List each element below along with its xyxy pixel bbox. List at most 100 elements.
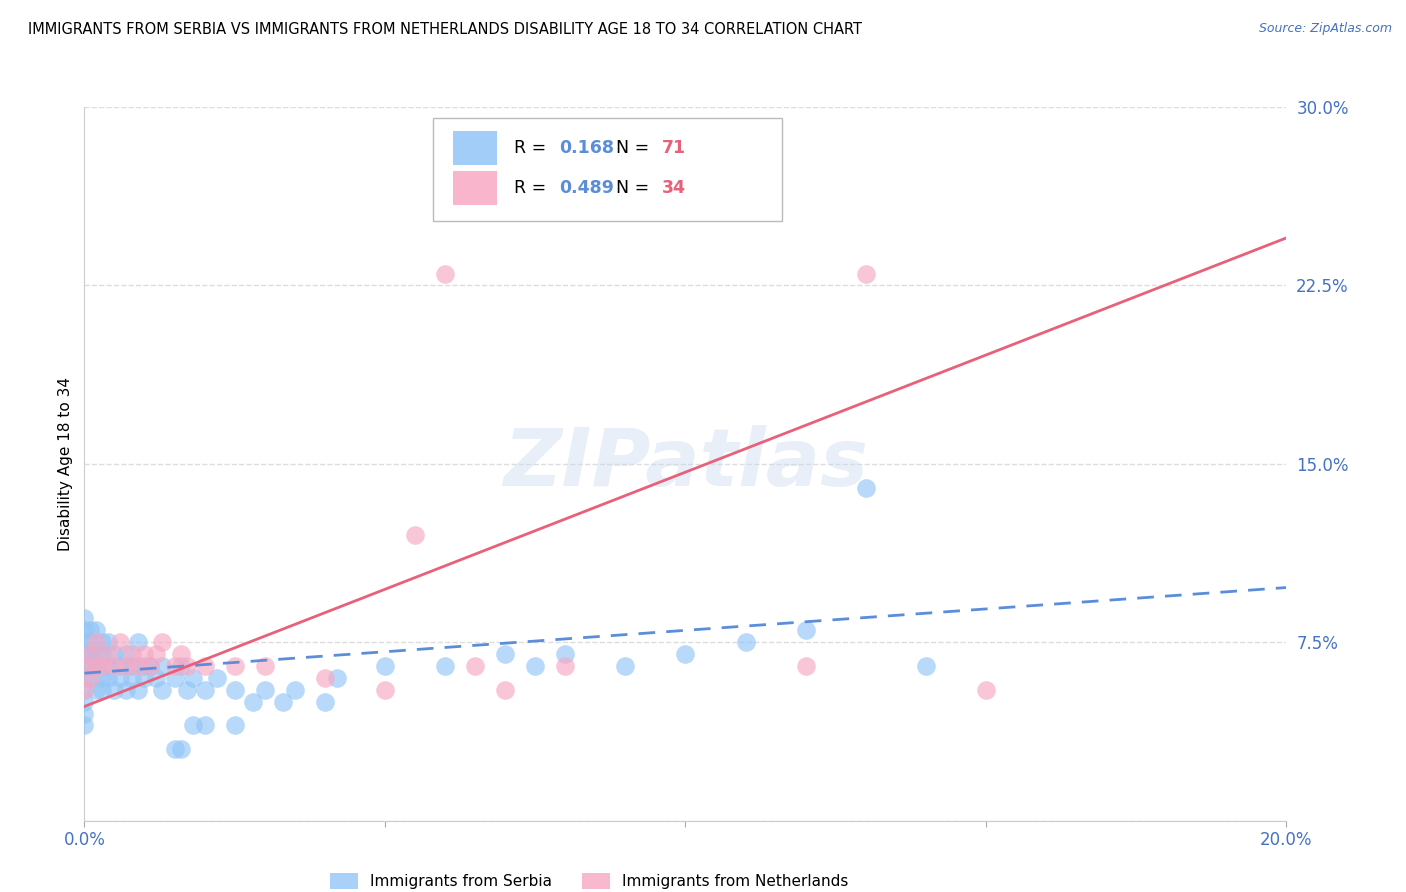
Point bbox=[110, 635, 132, 649]
Point bbox=[79, 647, 101, 661]
Point bbox=[127, 659, 149, 673]
Point bbox=[79, 647, 101, 661]
FancyBboxPatch shape bbox=[453, 170, 496, 205]
Text: N =: N = bbox=[616, 139, 654, 157]
Point bbox=[134, 647, 156, 661]
Point bbox=[134, 671, 156, 685]
Point bbox=[374, 659, 396, 673]
Text: 71: 71 bbox=[661, 139, 686, 157]
Point bbox=[224, 659, 246, 673]
Text: Source: ZipAtlas.com: Source: ZipAtlas.com bbox=[1258, 22, 1392, 36]
Point bbox=[79, 624, 101, 638]
Point bbox=[224, 682, 246, 697]
Point bbox=[73, 635, 96, 649]
Point bbox=[127, 635, 149, 649]
Point bbox=[494, 682, 516, 697]
Point bbox=[205, 671, 228, 685]
Text: IMMIGRANTS FROM SERBIA VS IMMIGRANTS FROM NETHERLANDS DISABILITY AGE 18 TO 34 CO: IMMIGRANTS FROM SERBIA VS IMMIGRANTS FRO… bbox=[28, 22, 862, 37]
Point bbox=[73, 647, 96, 661]
Point bbox=[271, 695, 294, 709]
Point bbox=[97, 671, 120, 685]
FancyBboxPatch shape bbox=[453, 130, 496, 165]
Point bbox=[242, 695, 264, 709]
Point bbox=[326, 671, 349, 685]
Point bbox=[103, 659, 125, 673]
Point bbox=[79, 671, 101, 685]
Point bbox=[176, 659, 198, 673]
Point bbox=[110, 659, 132, 673]
Point bbox=[139, 659, 162, 673]
Point bbox=[434, 267, 457, 281]
Text: ZIPatlas: ZIPatlas bbox=[503, 425, 868, 503]
Point bbox=[163, 659, 186, 673]
FancyBboxPatch shape bbox=[433, 118, 782, 221]
Point bbox=[374, 682, 396, 697]
Point bbox=[73, 624, 96, 638]
Point bbox=[224, 718, 246, 732]
Point bbox=[115, 682, 138, 697]
Text: 0.168: 0.168 bbox=[560, 139, 614, 157]
Point bbox=[194, 659, 217, 673]
Point bbox=[115, 647, 138, 661]
Point bbox=[103, 682, 125, 697]
Point bbox=[91, 659, 114, 673]
Text: R =: R = bbox=[513, 139, 551, 157]
Point bbox=[404, 528, 426, 542]
Point bbox=[734, 635, 756, 649]
Point bbox=[73, 671, 96, 685]
Point bbox=[91, 635, 114, 649]
Point bbox=[152, 682, 174, 697]
Point bbox=[314, 695, 336, 709]
Point bbox=[152, 659, 174, 673]
Point bbox=[110, 671, 132, 685]
Point bbox=[794, 624, 817, 638]
Point bbox=[855, 481, 877, 495]
Point bbox=[554, 647, 576, 661]
Point bbox=[464, 659, 486, 673]
Text: 0.489: 0.489 bbox=[560, 178, 614, 196]
Point bbox=[91, 682, 114, 697]
Point bbox=[253, 659, 276, 673]
Point bbox=[145, 647, 167, 661]
Point bbox=[73, 682, 96, 697]
Point bbox=[194, 718, 217, 732]
Point bbox=[134, 659, 156, 673]
Point bbox=[115, 659, 138, 673]
Point bbox=[97, 635, 120, 649]
Point bbox=[169, 647, 191, 661]
Point bbox=[86, 659, 108, 673]
Point bbox=[97, 659, 120, 673]
Point bbox=[176, 682, 198, 697]
Point bbox=[79, 671, 101, 685]
Point bbox=[73, 611, 96, 625]
Text: R =: R = bbox=[513, 178, 551, 196]
Point bbox=[181, 671, 204, 685]
Point bbox=[915, 659, 938, 673]
Point bbox=[163, 671, 186, 685]
Point bbox=[152, 635, 174, 649]
Point bbox=[314, 671, 336, 685]
Point bbox=[434, 659, 457, 673]
Point bbox=[73, 659, 96, 673]
Point bbox=[79, 659, 101, 673]
Point bbox=[675, 647, 697, 661]
Point bbox=[127, 682, 149, 697]
Point bbox=[974, 682, 997, 697]
Point bbox=[675, 171, 697, 186]
Point bbox=[86, 659, 108, 673]
Point bbox=[86, 647, 108, 661]
Point bbox=[121, 647, 143, 661]
Text: N =: N = bbox=[616, 178, 654, 196]
Point bbox=[73, 706, 96, 721]
Point bbox=[194, 682, 217, 697]
Point bbox=[121, 659, 143, 673]
Point bbox=[86, 635, 108, 649]
Point bbox=[103, 647, 125, 661]
Point bbox=[181, 718, 204, 732]
Point bbox=[121, 671, 143, 685]
Point bbox=[169, 659, 191, 673]
Point bbox=[169, 742, 191, 756]
Point bbox=[97, 647, 120, 661]
Point bbox=[494, 647, 516, 661]
Point bbox=[73, 695, 96, 709]
